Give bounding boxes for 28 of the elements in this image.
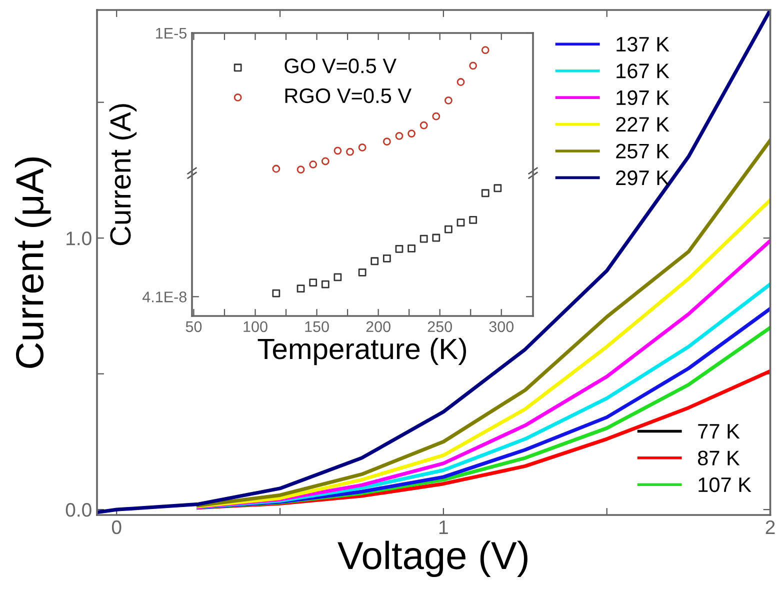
y-axis-title: Current (μA) [14,158,52,368]
legend-label: 87 K [698,450,740,466]
legend-label: 257 K [616,144,670,158]
y-tick-label: 1.0 [66,232,92,246]
legend-label: 297 K [616,170,670,186]
y-tick-label: 0.0 [66,503,92,517]
y-axis-title: Current (A) [109,104,137,246]
legend-label: 227 K [616,117,670,132]
x-axis-title: Voltage (V) [338,540,528,578]
legend-label: 107 K [698,477,752,492]
x-tick-label: 100 [244,321,268,332]
legend-label: 197 K [616,90,670,106]
x-tick-label: 50 [186,321,202,332]
legend-label: 167 K [616,64,670,78]
x-tick-label: 150 [305,321,329,332]
x-tick-label: 250 [428,321,452,332]
legend-label: 77 K [698,424,740,439]
legend-label: GO V=0.5 V [284,58,396,74]
x-tick-label: 300 [489,321,514,332]
legend-label: RGO V=0.5 V [285,88,412,104]
x-tick-label: 2 [766,520,775,534]
x-axis-title: Temperature (K) [258,338,466,366]
legend-label: 137 K [616,36,670,52]
x-tick-label: 1 [440,520,448,534]
y-tick-label: 1E-5 [156,28,186,39]
x-tick-label: 200 [366,321,390,332]
x-tick-label: 0 [112,520,122,534]
y-tick-label: 4.1E-8 [142,292,186,302]
